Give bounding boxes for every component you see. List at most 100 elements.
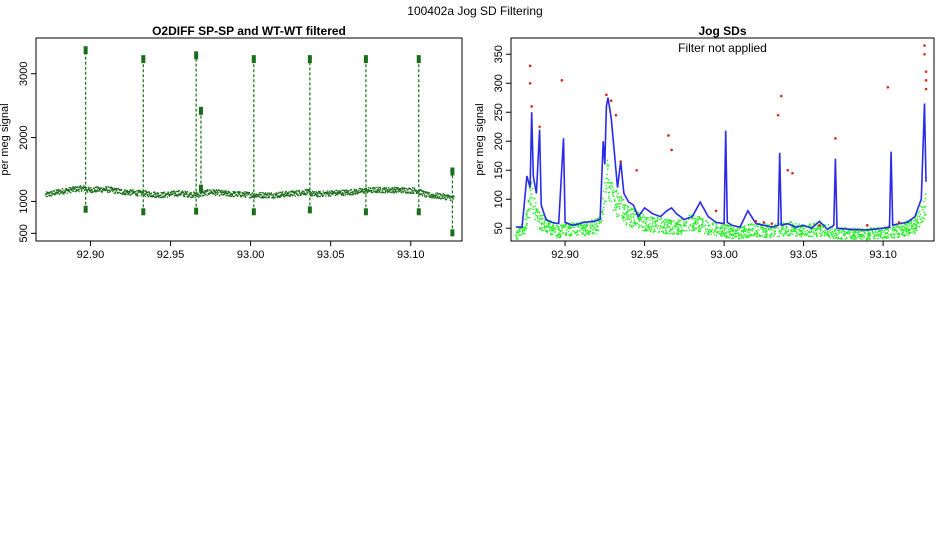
jogsd-red-point [924, 70, 928, 73]
jogsd-green-point [727, 236, 730, 239]
o2diff-data-point [187, 195, 189, 197]
o2diff-data-point [309, 194, 312, 197]
o2diff-data-point [214, 194, 217, 196]
jogsd-green-point [670, 223, 673, 225]
jogsd-green-point [827, 224, 830, 226]
jogsd-green-point [685, 229, 688, 232]
jogsd-green-point [840, 236, 843, 239]
o2diff-data-point [395, 189, 397, 192]
jogsd-green-point [913, 224, 915, 226]
jogsd-green-point [843, 232, 845, 235]
o2diff-data-point [262, 197, 265, 199]
jogsd-green-point [866, 237, 868, 239]
o2diff-data-point [279, 191, 282, 193]
o2diff-data-point [89, 189, 91, 191]
jogsd-x-tick-label: 92.90 [551, 249, 579, 261]
o2diff-data-point [438, 197, 441, 199]
o2diff-data-point [231, 195, 234, 197]
jogsd-green-point [808, 231, 811, 233]
o2diff-data-point [146, 194, 149, 197]
o2diff-data-point [425, 196, 427, 198]
jogsd-green-point [852, 227, 854, 230]
jogsd-green-point [662, 226, 665, 228]
jogsd-green-point [714, 228, 717, 230]
jogsd-green-point [766, 224, 768, 226]
o2diff-data-point [317, 192, 319, 194]
o2diff-data-point [67, 188, 70, 191]
jogsd-green-point [842, 230, 844, 232]
o2diff-data-point [233, 195, 235, 198]
jogsd-red-point [635, 168, 638, 172]
jogsd-green-point [905, 230, 908, 232]
jogsd-green-point [790, 229, 792, 231]
jogsd-green-point [905, 228, 908, 231]
o2diff-data-point [126, 191, 128, 193]
o2diff-data-point [336, 193, 338, 196]
o2diff-data-point [109, 190, 112, 192]
o2diff-data-point [50, 191, 52, 193]
jogsd-green-point [593, 221, 596, 224]
jogsd-green-point [633, 222, 635, 225]
jogsd-green-point [607, 163, 609, 165]
jogsd-green-point [916, 220, 918, 222]
jogsd-green-point [640, 217, 642, 219]
jogsd-green-point [923, 211, 925, 213]
jogsd-green-point [675, 232, 678, 234]
jogsd-green-point [904, 229, 907, 232]
jogsd-green-point [734, 233, 737, 236]
jogsd-green-point [672, 233, 674, 236]
jogsd-green-point [561, 225, 563, 227]
o2diff-data-point [446, 195, 448, 197]
o2diff-data-point [306, 191, 308, 194]
jogsd-green-point [576, 224, 579, 226]
jogsd-green-point [565, 234, 567, 237]
jogsd-green-point [551, 225, 554, 227]
jogsd-green-point [584, 231, 587, 233]
jogsd-green-point [712, 231, 715, 234]
o2diff-data-point [167, 192, 169, 194]
jogsd-green-point [534, 197, 536, 200]
o2diff-data-point [342, 189, 345, 191]
o2diff-data-point [186, 191, 189, 193]
jogsd-green-point [916, 218, 919, 220]
jogsd-green-point [766, 226, 768, 229]
o2diff-data-point [314, 194, 316, 196]
jogsd-annotation: Filter not applied [678, 41, 767, 55]
jogsd-green-point [694, 220, 696, 223]
o2diff-data-point [221, 189, 223, 192]
o2diff-data-point [106, 190, 108, 192]
o2diff-data-point [295, 192, 298, 195]
jogsd-green-point [764, 227, 766, 230]
o2diff-data-point [410, 192, 413, 194]
o2diff-data-point [270, 193, 272, 195]
jogsd-green-point [742, 230, 745, 233]
jogsd-green-point [570, 232, 572, 234]
jogsd-green-point [650, 216, 652, 218]
o2diff-data-point [80, 185, 82, 188]
jogsd-red-point [754, 219, 758, 223]
o2diff-data-point [250, 194, 252, 196]
o2diff-spike-top [198, 106, 203, 115]
jogsd-green-point [602, 213, 604, 215]
jogsd-green-point [677, 227, 680, 229]
o2diff-data-point [346, 192, 348, 194]
jogsd-green-point [516, 238, 518, 240]
jogsd-green-point [740, 233, 742, 235]
jogsd-green-point [641, 226, 644, 228]
o2diff-data-point [432, 195, 434, 197]
jogsd-green-point [540, 222, 543, 225]
o2diff-data-point [277, 196, 280, 198]
o2diff-data-point [351, 191, 354, 193]
o2diff-data-point [360, 191, 362, 193]
o2diff-data-point [377, 187, 380, 189]
jogsd-green-point [633, 221, 635, 224]
jogsd-green-point [580, 221, 582, 223]
o2diff-data-point [153, 191, 155, 194]
jogsd-green-point [683, 220, 685, 222]
jogsd-green-point [650, 229, 652, 231]
o2diff-data-point [114, 192, 116, 195]
o2diff-data-point [116, 190, 118, 192]
jogsd-green-point [850, 238, 852, 240]
o2diff-data-point [299, 192, 301, 194]
jogsd-green-point [726, 224, 729, 226]
